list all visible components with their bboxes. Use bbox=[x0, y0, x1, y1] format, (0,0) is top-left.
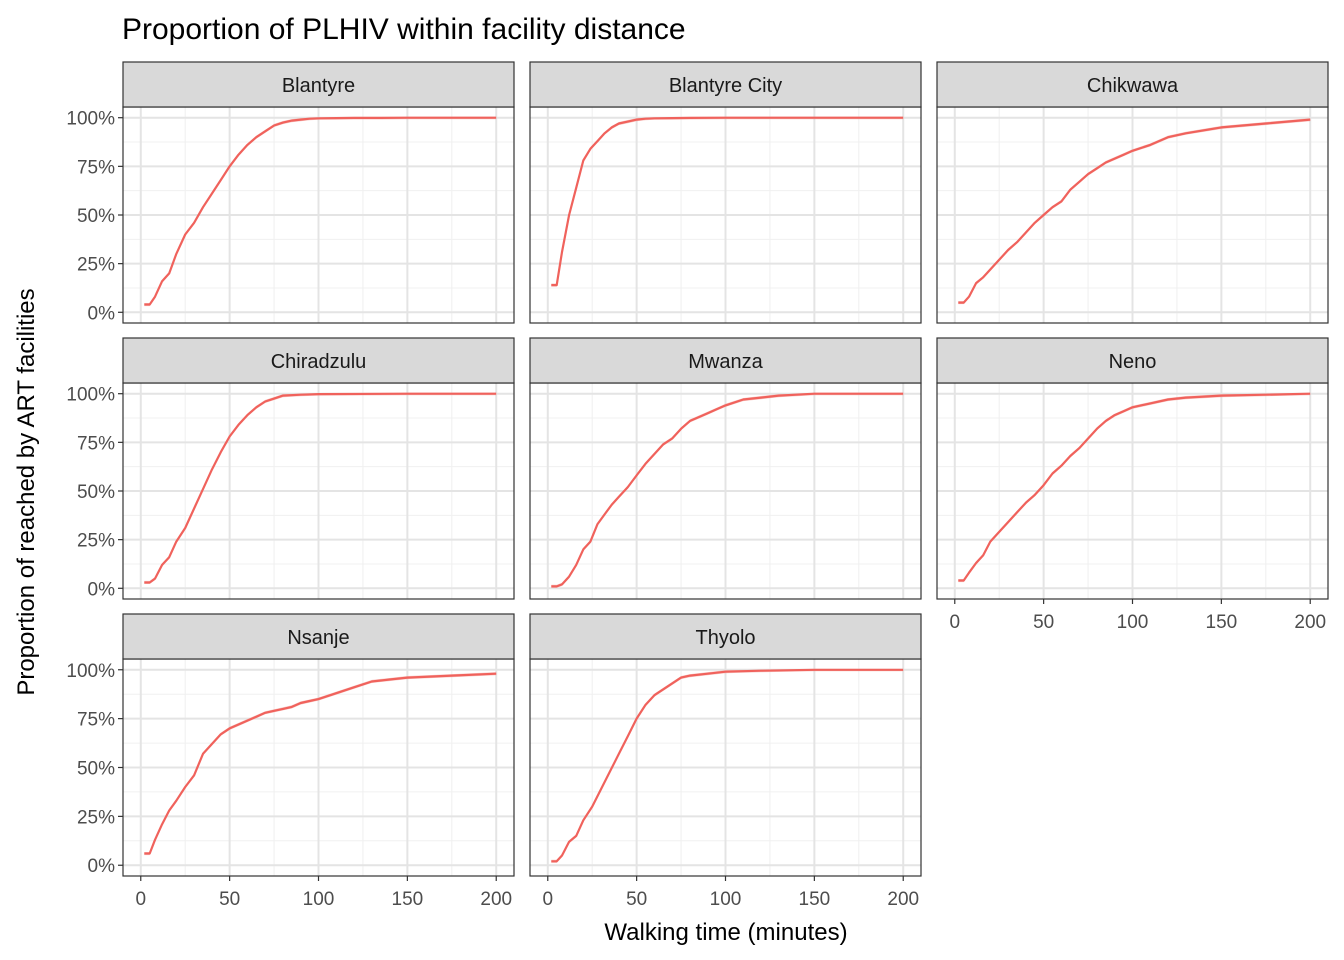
y-tick-label: 100% bbox=[66, 385, 115, 406]
x-tick-label: 200 bbox=[887, 889, 919, 910]
panel-blantyre-city: Blantyre City bbox=[529, 61, 922, 324]
y-tick-label: 0% bbox=[88, 579, 116, 600]
y-tick-label: 75% bbox=[77, 433, 115, 454]
series-line bbox=[551, 116, 904, 287]
series-line bbox=[144, 116, 497, 306]
series-line bbox=[144, 672, 497, 855]
x-tick-label: 100 bbox=[1117, 612, 1149, 633]
x-tick-label: 50 bbox=[626, 889, 647, 910]
strip-label: Thyolo bbox=[695, 627, 755, 649]
strip-background bbox=[529, 61, 922, 108]
y-tick-label: 75% bbox=[77, 710, 115, 731]
y-tick-label: 50% bbox=[77, 482, 115, 503]
strip-label: Chikwawa bbox=[1087, 75, 1179, 97]
strip-label: Mwanza bbox=[688, 351, 763, 373]
panel-thyolo: Thyolo bbox=[529, 613, 922, 877]
panel-mwanza: Mwanza bbox=[529, 337, 922, 600]
x-tick-label: 200 bbox=[1294, 612, 1326, 633]
y-tick-label: 25% bbox=[77, 255, 115, 276]
y-tick-label: 0% bbox=[88, 303, 116, 324]
strip-background bbox=[936, 337, 1329, 384]
strip-background bbox=[529, 337, 922, 384]
x-tick-label: 100 bbox=[710, 889, 742, 910]
series-line bbox=[958, 392, 1311, 582]
series-line bbox=[958, 118, 1311, 304]
strip-label: Chiradzulu bbox=[271, 351, 367, 373]
x-tick-label: 50 bbox=[1033, 612, 1054, 633]
panel-nsanje: Nsanje 0% 25% 50% 75% 100% bbox=[66, 613, 515, 877]
y-tick-label: 50% bbox=[77, 206, 115, 227]
panel-blantyre: Blantyre 0% 25% 50% 75% 100% bbox=[66, 61, 515, 324]
y-tick-label: 25% bbox=[77, 531, 115, 552]
strip-label: Blantyre bbox=[282, 75, 355, 97]
x-axis-title: Walking time (minutes) bbox=[604, 919, 847, 946]
strip-background bbox=[122, 61, 515, 108]
x-tick-label: 150 bbox=[392, 889, 424, 910]
y-tick-label: 100% bbox=[66, 661, 115, 682]
strip-background bbox=[529, 613, 922, 660]
panel-chikwawa: Chikwawa bbox=[936, 61, 1329, 324]
chart-title: Proportion of PLHIV within facility dist… bbox=[122, 13, 686, 46]
y-tick-label: 50% bbox=[77, 759, 115, 780]
strip-label: Neno bbox=[1109, 351, 1157, 373]
series-line bbox=[144, 392, 497, 584]
strip-background bbox=[936, 61, 1329, 108]
x-tick-label: 50 bbox=[219, 889, 240, 910]
x-tick-label: 0 bbox=[135, 889, 146, 910]
panels-layer: Blantyre 0% 25% 50% 75% 100% Blantyre City Chik… bbox=[66, 61, 1329, 877]
y-tick-label: 100% bbox=[66, 109, 115, 130]
y-tick-label: 0% bbox=[88, 856, 116, 877]
strip-label: Nsanje bbox=[287, 627, 349, 649]
x-tick-label: 0 bbox=[949, 612, 960, 633]
x-axes-layer: 0 50 100 150 200 0 50 100 150 200 0 50 100 150 200 bbox=[135, 599, 1326, 910]
strip-background bbox=[122, 337, 515, 384]
series-line bbox=[551, 668, 904, 863]
panel-neno: Neno bbox=[936, 337, 1329, 600]
panel-chiradzulu: Chiradzulu 0% 25% 50% 75% 100% bbox=[66, 337, 515, 600]
x-tick-label: 150 bbox=[1206, 612, 1238, 633]
x-tick-label: 200 bbox=[480, 889, 512, 910]
x-tick-label: 150 bbox=[799, 889, 831, 910]
y-axis-title: Proportion of reached by ART facilities bbox=[13, 288, 40, 695]
strip-background bbox=[122, 613, 515, 660]
strip-label: Blantyre City bbox=[669, 75, 782, 97]
y-tick-label: 25% bbox=[77, 807, 115, 828]
x-tick-label: 100 bbox=[303, 889, 335, 910]
series-line bbox=[551, 392, 904, 588]
x-tick-label: 0 bbox=[542, 889, 553, 910]
y-tick-label: 75% bbox=[77, 157, 115, 178]
